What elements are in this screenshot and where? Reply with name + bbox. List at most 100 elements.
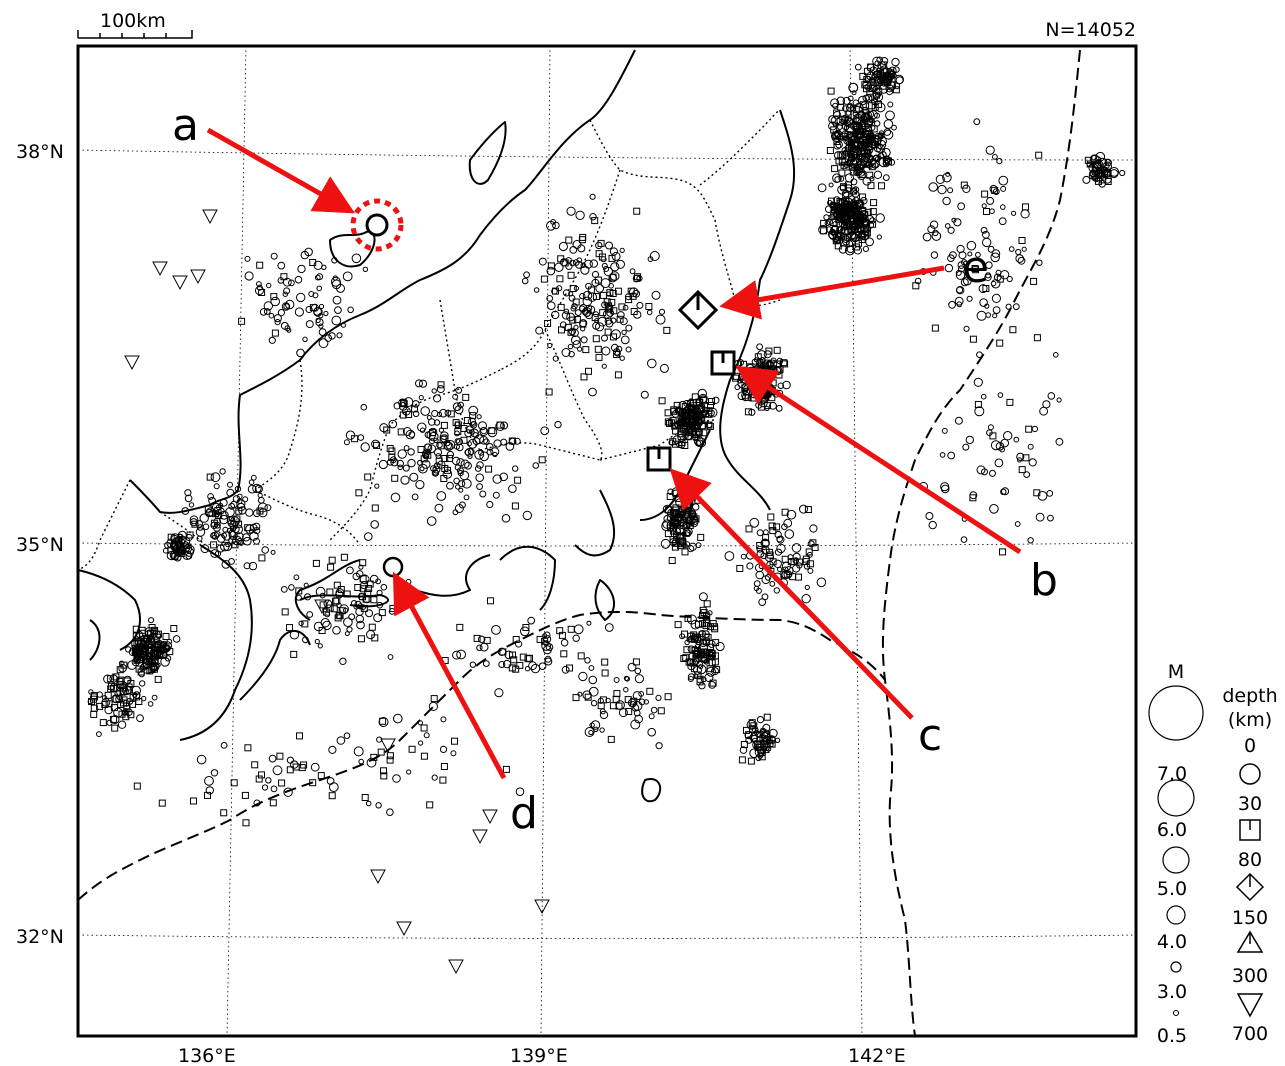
earthquake-symbol [213,483,220,490]
earthquake-symbol [317,772,325,780]
earthquake-symbol [949,251,957,260]
earthquake-symbol [987,245,995,253]
earthquake-symbol [356,620,365,630]
earthquake-symbol [816,577,827,588]
earthquake-symbol [751,726,759,733]
earthquake-symbol [122,713,130,721]
earthquake-symbol [538,257,547,266]
earthquake-symbol [846,221,854,229]
earthquake-symbol [826,219,833,226]
earthquake-symbol [1013,436,1020,443]
earthquake-symbol [885,110,895,121]
earthquake-symbol [981,203,987,209]
earthquake-symbol [543,635,552,644]
earthquake-symbol [439,745,448,754]
earthquake-symbol [928,182,939,192]
deep-earthquake-symbol [448,959,464,975]
earthquake-symbol [391,474,399,482]
earthquake-symbol [688,542,697,551]
earthquake-symbol [230,500,238,509]
earthquake-symbol [584,693,592,701]
earthquake-symbol [893,66,900,73]
earthquake-symbol [545,388,553,396]
earthquake-symbol [90,710,98,718]
earthquake-symbol [711,625,719,633]
earthquake-symbol [278,779,286,787]
earthquake-symbol [687,614,697,625]
earthquake-symbol [791,543,802,553]
earthquake-symbol [261,546,270,554]
earthquake-symbol [482,660,490,667]
earthquake-symbol [417,720,423,726]
earthquake-symbol [255,775,263,783]
earthquake-symbol [560,650,568,658]
earthquake-symbol [263,308,271,315]
earthquake-symbol [947,226,955,234]
earthquake-symbol [558,326,565,334]
earthquake-symbol [606,309,615,317]
deep-earthquake-symbol [472,829,488,845]
earthquake-symbol [295,594,302,601]
earthquake-symbol [1030,277,1038,285]
earthquake-symbol [629,268,636,275]
earthquake-symbol [860,147,868,156]
earthquake-symbol [705,410,713,418]
earthquake-symbol [323,608,330,616]
earthquake-symbol [809,524,818,533]
earthquake-symbol [346,626,353,633]
earthquake-symbol [354,584,362,591]
earthquake-symbol [1025,425,1033,433]
earthquake-symbol [561,665,570,674]
earthquake-symbol [426,516,437,526]
earthquake-symbol [840,239,848,247]
earthquake-symbol [780,359,788,367]
earthquake-symbol [809,539,817,547]
earthquake-symbol [712,396,720,404]
earthquake-symbol [461,478,472,489]
earthquake-symbol [219,468,226,475]
earthquake-symbol [864,123,870,129]
earthquake-symbol [852,106,860,114]
earthquake-symbol [753,357,759,363]
earthquake-symbol [1015,254,1025,263]
earthquake-symbol [328,332,336,340]
earthquake-symbol [492,491,500,499]
earthquake-symbol [686,519,694,527]
earthquake-symbol [990,252,1001,263]
earthquake-symbol [570,305,577,312]
earthquake-symbol [300,761,308,769]
earthquake-symbol [256,261,264,269]
earthquake-symbol [228,536,237,545]
earthquake-symbol [536,635,544,643]
earthquake-symbol [1031,425,1039,433]
earthquake-symbol [947,451,956,460]
earthquake-symbol [627,287,635,295]
earthquake-symbol [376,589,383,596]
earthquake-symbol [328,792,336,800]
earthquake-symbol [495,421,505,432]
annotation-letter-e: e [962,242,989,293]
earthquake-symbol [876,234,882,240]
earthquake-symbol [294,275,303,284]
earthquake-symbol [848,152,855,159]
earthquake-symbol [366,757,377,768]
earthquake-symbol [980,393,987,400]
earthquake-symbol [164,655,172,662]
earthquake-symbol [625,346,632,353]
earthquake-symbol [478,421,487,431]
earthquake-symbol [763,529,769,536]
earthquake-symbol [359,559,367,567]
earthquake-symbol [841,227,849,235]
earthquake-symbol [836,115,847,126]
earthquake-symbol [852,215,861,223]
earthquake-symbol [441,465,449,472]
earthquake-symbol [932,229,939,237]
earthquake-symbol [572,694,580,702]
earthquake-symbol [551,310,560,320]
earthquake-symbol [983,208,990,215]
earthquake-symbol [616,315,624,323]
longitude-label-142e: 142°E [848,1045,906,1066]
earthquake-symbol [568,327,576,336]
earthquake-symbol [318,323,324,329]
earthquake-symbol [103,674,113,684]
